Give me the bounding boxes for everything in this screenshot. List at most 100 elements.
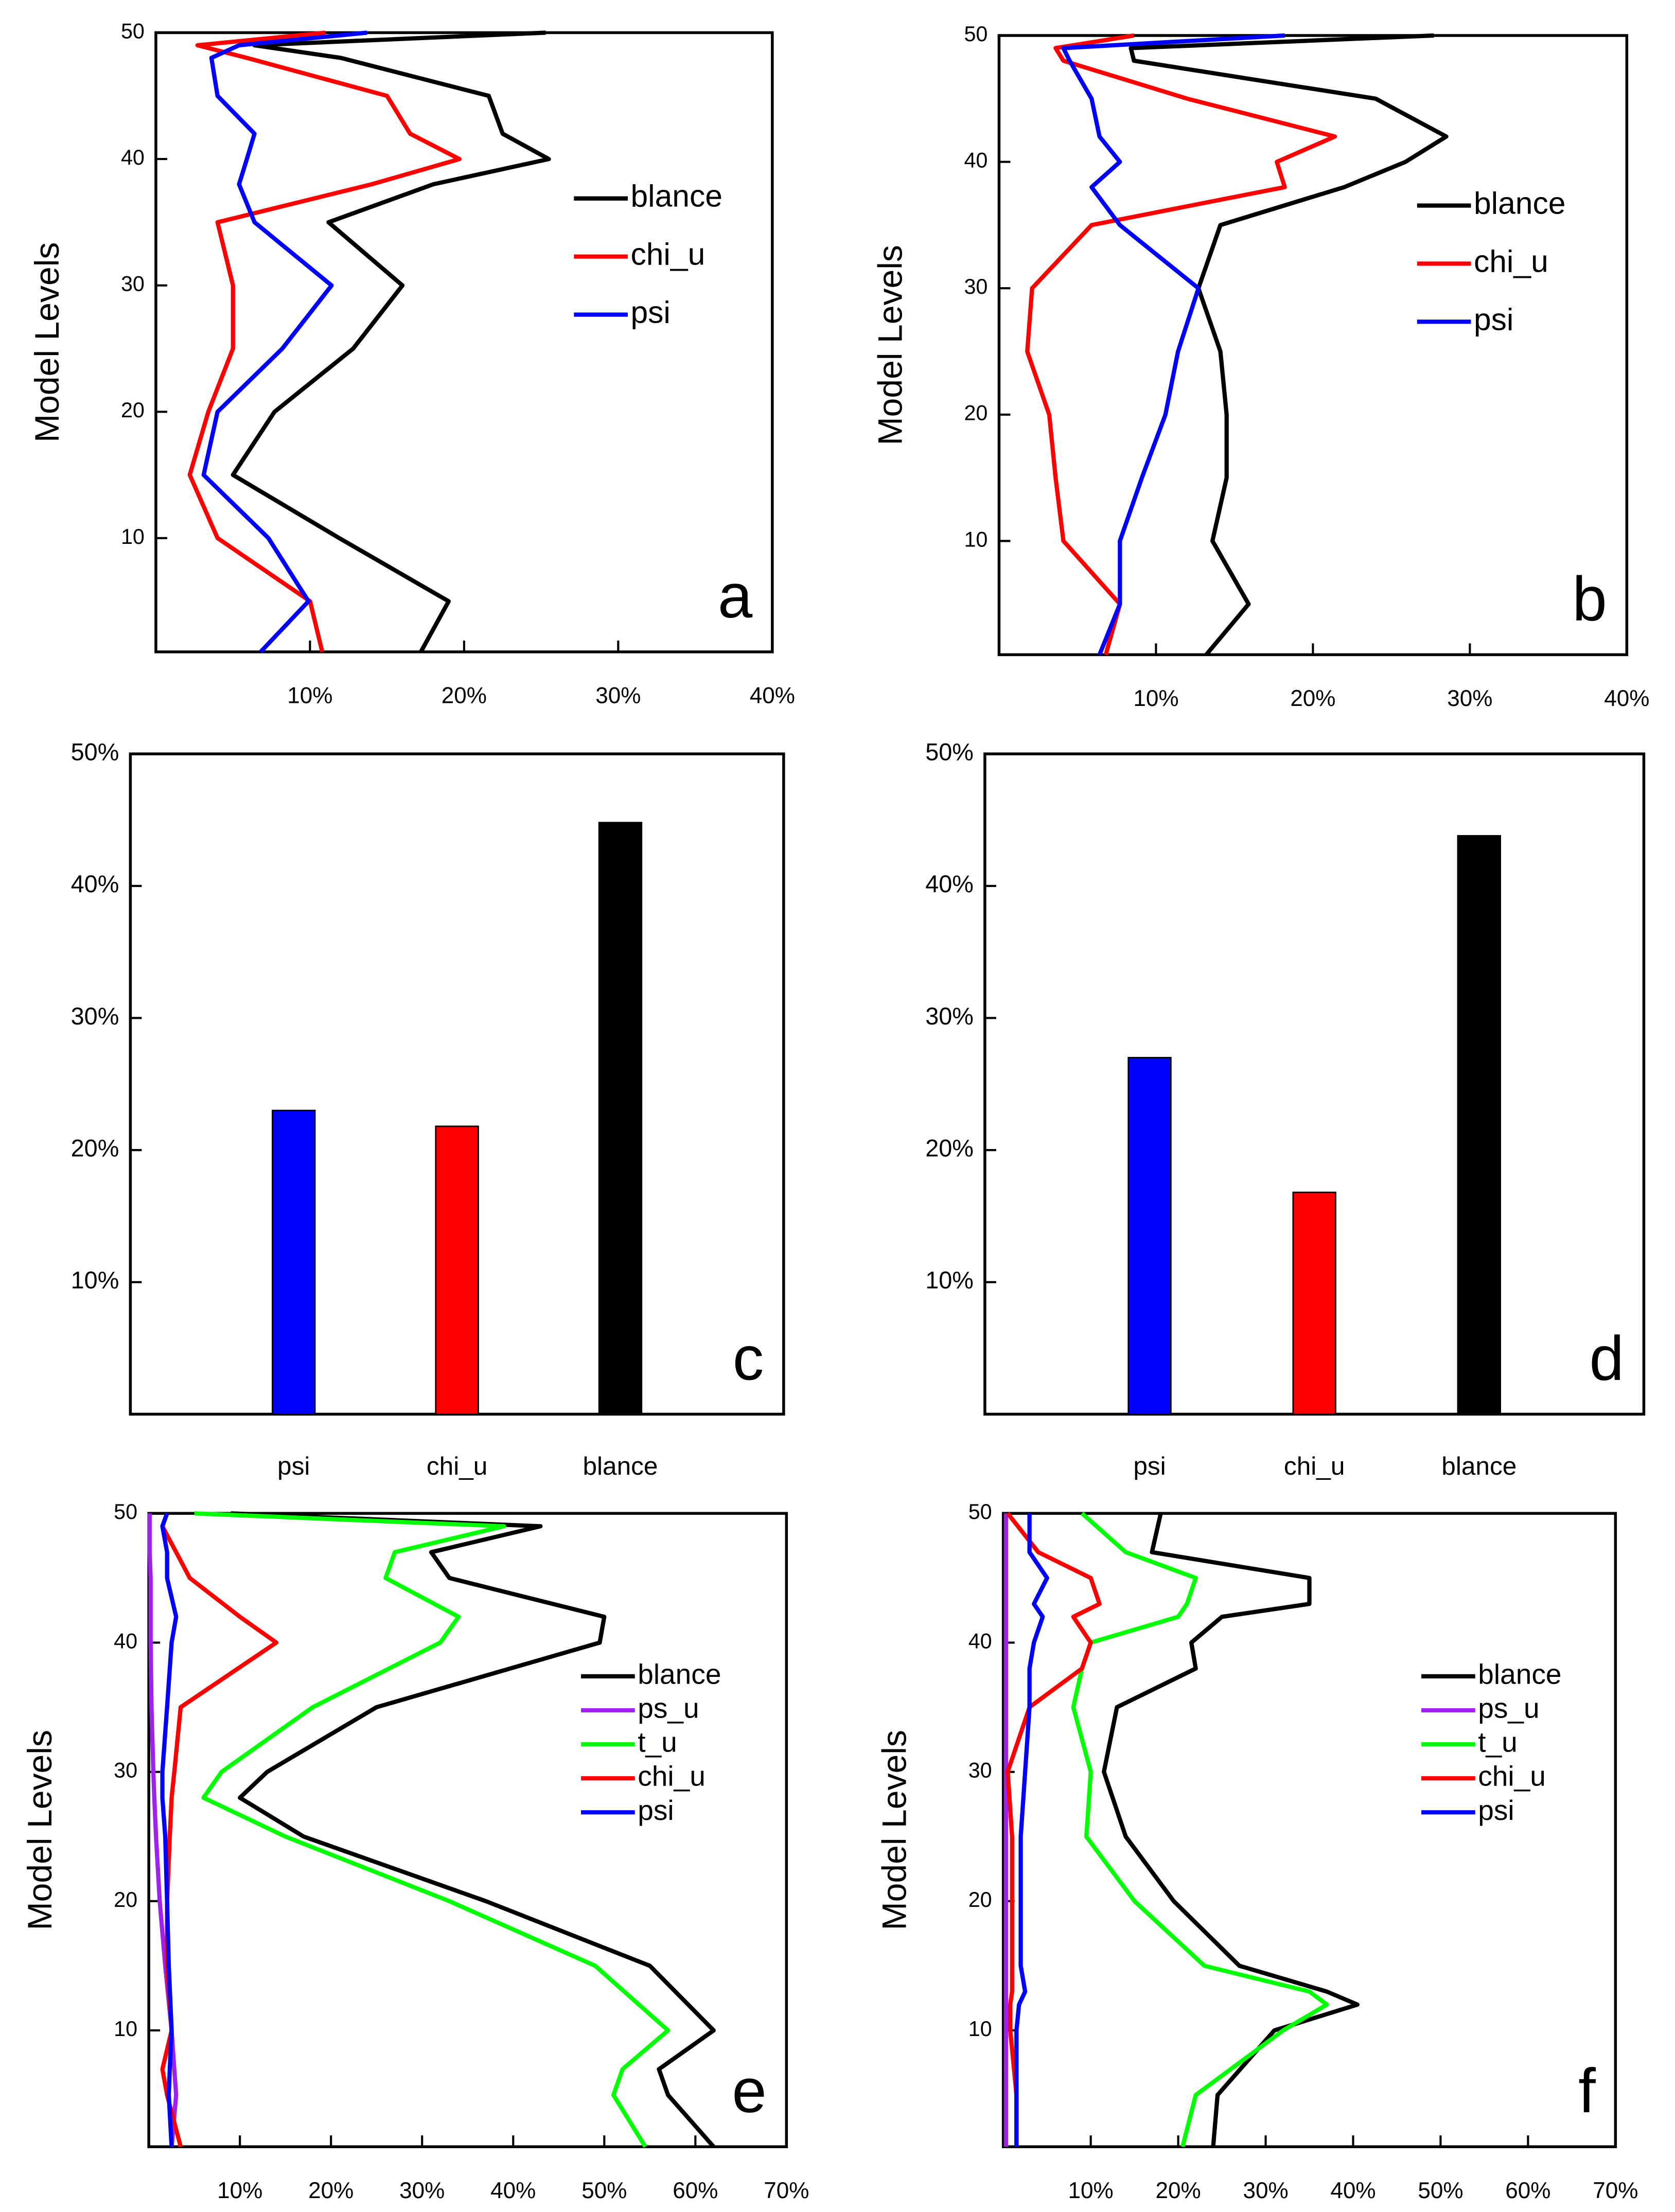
x-tick-label: 40%: [750, 683, 795, 709]
y-tick-label: 50: [114, 1500, 137, 1524]
y-tick-label: 20%: [925, 1135, 974, 1162]
y-axis-title: Model Levels: [876, 1730, 914, 1930]
x-tick-label: 10%: [217, 2178, 262, 2203]
y-tick-label: 40: [964, 148, 988, 172]
x-tick-label: blance: [1441, 1452, 1517, 1480]
x-tick-label: 30%: [1243, 2178, 1288, 2203]
y-tick-label: 20: [121, 398, 145, 422]
legend-label: blance: [1478, 1658, 1561, 1690]
legend-label: blance: [1474, 185, 1566, 220]
y-axis-title: Model Levels: [21, 1730, 59, 1930]
x-tick-label: 40%: [1330, 2178, 1376, 2203]
legend-label: chi_u: [1478, 1760, 1546, 1792]
y-tick-label: 40: [121, 146, 145, 169]
y-tick-label: 50: [964, 22, 988, 46]
y-tick-label: 30: [121, 272, 145, 296]
y-tick-label: 50: [121, 19, 145, 43]
series-line: [147, 1513, 179, 2147]
y-axis-title: Model Levels: [871, 245, 909, 445]
series-line: [231, 1511, 716, 2148]
legend-label: blance: [630, 179, 722, 214]
y-tick-label: 10: [964, 527, 988, 551]
bar: [1457, 835, 1501, 1415]
legend-label: chi_u: [630, 237, 705, 272]
y-tick-label: 10: [121, 525, 145, 548]
x-tick-label: 70%: [1593, 2178, 1638, 2203]
y-tick-label: 40%: [71, 871, 119, 897]
panel-label: e: [732, 2056, 766, 2126]
y-tick-label: 20%: [71, 1135, 119, 1162]
x-tick-label: 20%: [308, 2178, 354, 2203]
series-line: [1061, 33, 1285, 656]
legend-label: psi: [630, 294, 670, 329]
y-tick-label: 20: [968, 1888, 992, 1912]
x-tick-label: psi: [277, 1452, 310, 1480]
y-tick-label: 10%: [925, 1267, 974, 1294]
x-tick-label: 50%: [581, 2178, 627, 2203]
y-tick-label: 30%: [71, 1003, 119, 1030]
plot-frame: [1001, 1512, 1617, 2148]
x-tick-label: 50%: [1418, 2178, 1463, 2203]
panel-label: b: [1572, 563, 1607, 633]
legend-label: t_u: [638, 1726, 677, 1758]
y-tick-label: 30: [968, 1759, 992, 1782]
series-line: [187, 30, 462, 652]
y-tick-label: 10: [968, 2017, 992, 2041]
plot-frame: [147, 1512, 788, 2148]
legend-label: psi: [1474, 302, 1513, 337]
x-tick-label: 20%: [1156, 2178, 1201, 2203]
x-tick-label: 20%: [442, 683, 487, 709]
x-tick-label: chi_u: [1284, 1452, 1345, 1480]
series-line: [160, 1512, 179, 2147]
x-tick-label: psi: [1133, 1452, 1166, 1480]
x-tick-label: 30%: [1447, 686, 1492, 711]
x-tick-label: 10%: [1068, 2178, 1114, 2203]
series-line: [201, 30, 367, 653]
series-line: [1102, 1513, 1360, 2147]
legend-label: ps_u: [1478, 1692, 1539, 1724]
plot-frame: [997, 34, 1629, 657]
y-tick-label: 10%: [71, 1267, 119, 1294]
y-tick-label: 50: [968, 1500, 992, 1524]
y-tick-label: 40: [968, 1629, 992, 1653]
series-line: [1129, 33, 1449, 657]
legend-label: psi: [638, 1794, 674, 1826]
y-tick-label: 30: [964, 275, 988, 298]
x-tick-label: 60%: [1505, 2178, 1550, 2203]
series-line: [1014, 1513, 1049, 2147]
y-tick-label: 20: [114, 1888, 137, 1912]
series-line: [194, 1511, 671, 2148]
y-tick-label: 30%: [925, 1003, 974, 1030]
x-tick-label: 40%: [1604, 686, 1649, 711]
y-tick-label: 30: [114, 1759, 137, 1782]
y-tick-label: 40: [114, 1629, 137, 1653]
panel-label: d: [1589, 1323, 1624, 1393]
series-line: [160, 1512, 279, 2148]
legend-label: t_u: [1478, 1726, 1518, 1758]
legend-label: psi: [1478, 1794, 1514, 1826]
legend-label: blance: [638, 1658, 721, 1690]
series-line: [231, 30, 551, 653]
panel-label: f: [1578, 2056, 1596, 2126]
x-tick-label: 10%: [1133, 686, 1178, 711]
y-tick-label: 20: [964, 401, 988, 425]
y-tick-label: 10: [114, 2017, 137, 2041]
legend-label: chi_u: [638, 1760, 706, 1792]
panel-label: a: [718, 561, 753, 631]
bar: [598, 822, 643, 1415]
x-tick-label: 20%: [1290, 686, 1335, 711]
legend-label: ps_u: [638, 1692, 699, 1724]
panel-label: c: [733, 1323, 764, 1393]
bar: [272, 1109, 316, 1415]
y-tick-label: 50%: [925, 739, 974, 766]
bar: [1127, 1057, 1172, 1415]
bar: [1292, 1191, 1336, 1415]
y-axis-title: Model Levels: [28, 242, 66, 443]
legend-label: chi_u: [1474, 243, 1548, 278]
x-tick-label: blance: [583, 1452, 658, 1480]
y-tick-label: 40%: [925, 871, 974, 897]
bar: [435, 1125, 479, 1415]
series-line: [1071, 1512, 1329, 2148]
x-tick-label: 70%: [764, 2178, 809, 2203]
